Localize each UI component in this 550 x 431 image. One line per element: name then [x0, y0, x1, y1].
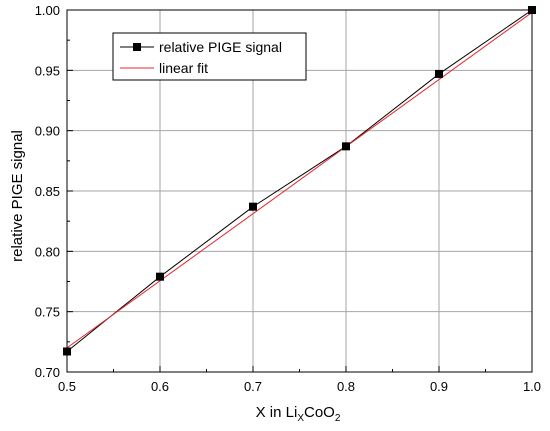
series-layer — [63, 6, 536, 356]
y-axis-title: relative PIGE signal — [9, 130, 26, 262]
legend-label-fit: linear fit — [159, 60, 208, 76]
x-tick-label: 0.6 — [151, 379, 169, 394]
y-tick-label: 0.70 — [35, 365, 60, 380]
legend: relative PIGE signal linear fit — [112, 32, 307, 81]
x-axis-title-sub1: X — [297, 413, 304, 424]
x-axis-title: X in LiXCoO2 — [256, 404, 341, 424]
x-tick-label: 0.8 — [337, 379, 355, 394]
x-axis-tick-labels: 0.5 0.6 0.7 0.8 0.9 1.0 — [58, 379, 541, 394]
y-axis-tick-labels: 0.70 0.75 0.80 0.85 0.90 0.95 1.00 — [35, 3, 60, 380]
x-axis-title-part1: X in Li — [256, 404, 298, 421]
axis-ticks — [66, 9, 533, 373]
legend-label-pige: relative PIGE signal — [159, 39, 282, 55]
x-axis-title-part2: CoO — [304, 404, 335, 421]
data-point-pige — [528, 6, 536, 14]
y-tick-label: 0.80 — [35, 244, 60, 259]
series-line-fit — [66, 12, 533, 349]
x-tick-label: 0.7 — [244, 379, 262, 394]
legend-marker-pige — [133, 43, 141, 51]
legend-box — [112, 32, 307, 81]
x-tick-label: 1.0 — [523, 379, 541, 394]
x-axis-title-sub2: 2 — [335, 413, 341, 424]
data-point-pige — [156, 272, 164, 281]
data-point-pige — [342, 142, 350, 151]
y-tick-label: 0.85 — [35, 184, 60, 199]
x-tick-label: 0.5 — [58, 379, 76, 394]
y-tick-label: 0.90 — [35, 124, 60, 139]
x-tick-label: 0.9 — [430, 379, 448, 394]
y-tick-label: 1.00 — [35, 3, 60, 18]
series-line-pige — [66, 9, 533, 352]
data-point-pige — [435, 69, 443, 78]
data-point-pige — [249, 202, 257, 211]
y-tick-label: 0.75 — [35, 305, 60, 320]
y-tick-label: 0.95 — [35, 63, 60, 78]
data-point-pige — [63, 347, 71, 356]
